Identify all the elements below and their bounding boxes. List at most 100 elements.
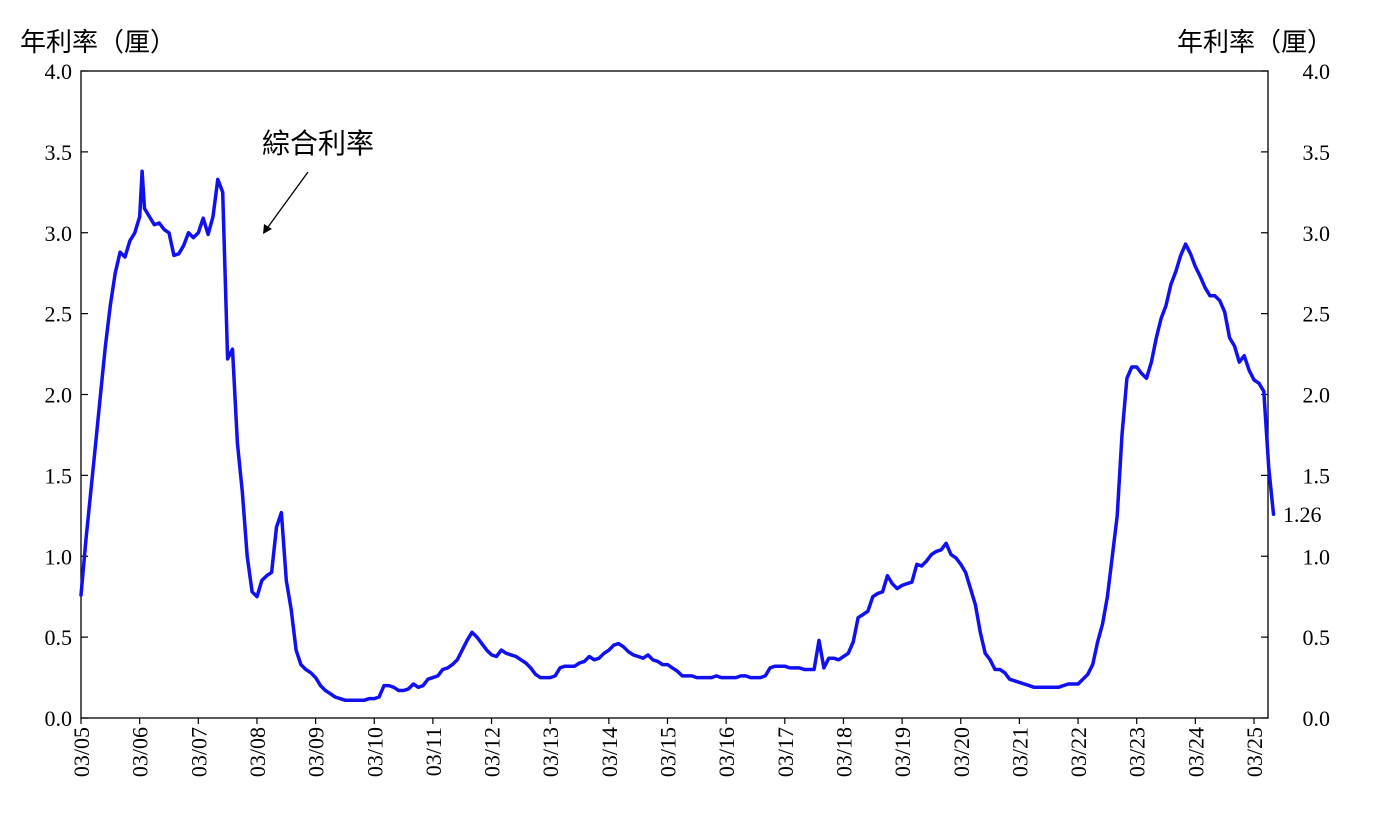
data-point	[441, 668, 444, 671]
x-tick-label: 03/14	[597, 727, 622, 777]
data-point	[558, 666, 562, 670]
data-point	[260, 579, 263, 582]
data-point	[475, 635, 479, 639]
data-point	[627, 650, 630, 653]
data-point	[226, 357, 229, 361]
data-point	[490, 653, 493, 657]
data-point	[588, 655, 591, 658]
data-point	[1116, 514, 1119, 517]
right-axis-unit-label: 年利率（厘）	[1176, 28, 1333, 58]
data-point	[1037, 686, 1041, 689]
data-point	[485, 648, 488, 652]
data-point	[871, 595, 874, 598]
left-y-tick-label: 2.5	[45, 302, 73, 327]
data-point	[944, 542, 948, 545]
data-point	[597, 657, 601, 660]
data-point	[788, 666, 791, 670]
data-point	[158, 221, 161, 225]
data-point	[993, 668, 997, 671]
x-tick-label: 03/11	[421, 727, 446, 776]
data-point	[759, 676, 762, 679]
x-axis: 03/05 03/06 03/07 03/08 03/09 03/10 03/11 03/12…	[69, 718, 1267, 777]
data-point	[500, 648, 503, 652]
x-tick-label: 03/16	[714, 727, 739, 777]
data-point	[294, 648, 298, 652]
data-point	[1233, 344, 1236, 348]
data-point	[397, 689, 400, 692]
data-point	[549, 676, 552, 679]
right-y-tick-label: 2.5	[1303, 302, 1331, 327]
data-point	[764, 674, 767, 678]
left-y-axis: 0.0 0.5 1.0 1.5 2.0 2.5 3.0 3.5 4.0	[45, 59, 88, 731]
data-point	[143, 207, 146, 210]
data-point	[1199, 275, 1202, 278]
data-point	[1145, 377, 1148, 380]
data-point	[79, 593, 83, 597]
x-tick-label: 03/22	[1066, 727, 1091, 777]
left-y-tick-label: 1.5	[45, 463, 73, 488]
data-point	[524, 661, 527, 665]
data-point	[206, 233, 210, 236]
data-point	[984, 652, 987, 655]
data-point	[842, 655, 845, 658]
data-point	[563, 665, 567, 668]
data-point	[1140, 372, 1143, 375]
x-tick-label: 03/23	[1125, 727, 1150, 777]
data-point	[817, 639, 821, 642]
data-point	[685, 674, 689, 678]
x-tick-label: 03/05	[69, 727, 94, 777]
data-point	[837, 658, 840, 661]
data-point	[167, 231, 171, 234]
data-point	[852, 640, 855, 644]
data-point	[578, 661, 581, 665]
data-point	[940, 548, 943, 551]
data-point	[319, 684, 322, 687]
data-point	[446, 666, 449, 670]
data-point	[1247, 369, 1251, 372]
left-y-tick-label: 0.0	[45, 706, 73, 731]
data-point	[241, 490, 244, 493]
data-point	[573, 665, 576, 668]
left-y-tick-label: 2.0	[45, 383, 73, 408]
data-point	[690, 674, 694, 678]
data-point	[1164, 304, 1168, 307]
data-point	[637, 655, 640, 658]
last-value-label: 1.26	[1283, 502, 1322, 527]
right-y-tick-label: 2.0	[1303, 383, 1331, 408]
data-point	[915, 563, 918, 566]
x-tick-label: 03/09	[304, 727, 329, 777]
data-point	[275, 525, 278, 529]
data-point	[417, 686, 420, 689]
data-point	[768, 666, 772, 670]
data-point	[959, 563, 962, 566]
data-point	[192, 236, 195, 239]
data-point	[1218, 299, 1222, 302]
data-point	[1238, 360, 1241, 364]
data-point	[304, 668, 307, 671]
data-point	[1101, 623, 1104, 626]
data-point	[1262, 390, 1266, 393]
left-y-tick-label: 1.0	[45, 544, 73, 569]
annotation-label: 綜合利率	[262, 127, 374, 160]
right-y-tick-label: 3.0	[1303, 221, 1331, 246]
data-point	[470, 631, 474, 634]
data-point	[861, 613, 865, 616]
data-point	[221, 191, 224, 194]
data-point	[89, 490, 93, 493]
left-y-tick-label: 0.5	[45, 625, 73, 650]
data-point	[583, 660, 586, 663]
data-point	[827, 657, 830, 660]
data-point	[744, 674, 747, 678]
x-tick-label: 03/10	[362, 727, 387, 777]
data-point	[1018, 681, 1021, 684]
x-tick-label: 03/21	[1007, 727, 1032, 777]
right-y-tick-label: 1.0	[1303, 544, 1331, 569]
data-point	[661, 663, 664, 666]
data-point	[724, 676, 728, 679]
data-point	[1003, 671, 1006, 674]
data-point	[314, 676, 317, 679]
data-point	[461, 648, 464, 652]
data-point	[568, 665, 571, 668]
data-point	[368, 697, 371, 700]
